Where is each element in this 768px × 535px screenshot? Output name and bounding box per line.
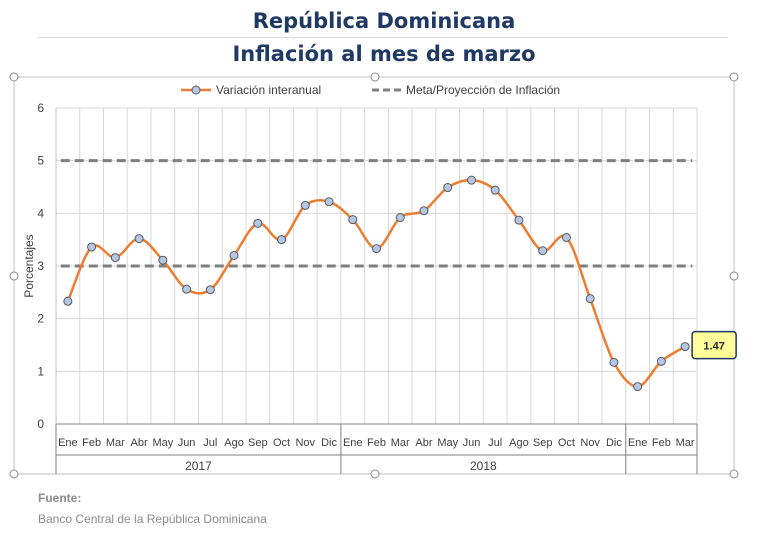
frame-handle [9,469,19,479]
group-label: 2018 [470,459,497,473]
data-point [63,296,73,306]
frame-handle [370,469,380,479]
data-point [324,197,334,207]
data-point [561,233,571,243]
data-point [134,234,144,244]
data-label: 1.47 [703,341,724,353]
x-tick-label: Mar [391,437,410,449]
x-tick-label: Ene [628,437,648,449]
x-tick-label: Oct [558,437,575,449]
y-tick-label: 2 [37,312,44,326]
x-tick-label: Feb [82,437,101,449]
x-tick-label: Abr [131,437,148,449]
data-point [609,357,619,367]
x-tick-label: Ene [343,437,363,449]
x-tick-label: Ene [58,437,78,449]
y-tick-label: 0 [37,417,44,431]
data-point [277,235,287,245]
data-point [253,218,263,228]
data-point [395,213,405,223]
frame-handle [729,72,739,82]
data-point [229,250,239,260]
data-point [158,255,168,265]
x-tick-label: Nov [580,437,600,449]
data-point [633,382,643,392]
source-label: Fuente: [38,491,82,505]
data-point [87,242,97,252]
data-point [300,200,310,210]
data-point [348,215,358,225]
x-tick-label: Dic [606,437,622,449]
frame-handle [9,271,19,281]
data-point [205,285,215,295]
x-tick-label: Jun [178,437,196,449]
y-tick-label: 5 [37,154,44,168]
series-line-variacion-interanual [66,178,686,388]
x-tick-label: Mar [106,437,125,449]
legend-swatch-marker [191,85,201,95]
source-text: Banco Central de la República Dominicana [38,512,267,526]
frame-handle [729,271,739,281]
x-tick-label: Jun [463,437,481,449]
data-point [514,215,524,225]
chart-subtitle: Inflación al mes de marzo [232,42,536,66]
title-divider [38,37,728,38]
data-point [182,284,192,294]
x-tick-label: Feb [367,437,386,449]
x-tick-label: Sep [533,437,553,449]
x-tick-label: Abr [415,437,432,449]
x-tick-label: Dic [321,437,337,449]
x-tick-label: May [437,437,458,449]
x-tick-label: Jul [203,437,217,449]
x-tick-label: May [152,437,173,449]
y-axis-label: Porcentajes [22,234,36,297]
data-point [443,183,453,193]
frame-handle [370,72,380,82]
data-point [490,185,500,195]
x-tick-label: Nov [295,437,315,449]
data-point [538,246,548,256]
data-point [680,342,690,352]
data-point [372,244,381,254]
data-point [110,253,120,263]
legend-label: Variación interanual [216,83,321,97]
callout-box [691,330,737,360]
x-tick-label: Oct [273,437,290,449]
x-tick-label: Sep [248,437,268,449]
y-tick-label: 6 [37,101,44,115]
x-tick-label: Ago [224,437,244,449]
data-point [656,356,666,366]
x-tick-label: Feb [652,437,671,449]
y-tick-label: 1 [37,364,44,378]
data-point [419,206,429,216]
x-tick-label: Jul [488,437,502,449]
y-tick-label: 3 [37,259,44,273]
x-tick-label: Mar [676,437,695,449]
y-tick-label: 4 [37,206,44,220]
data-point [585,294,595,304]
frame-handle [729,469,739,479]
data-point [466,175,476,185]
group-label: 2017 [185,459,212,473]
x-tick-label: Ago [509,437,529,449]
legend-label: Meta/Proyección de Inflación [406,83,560,97]
frame-handle [9,72,19,82]
chart-title: República Dominicana [252,9,516,33]
